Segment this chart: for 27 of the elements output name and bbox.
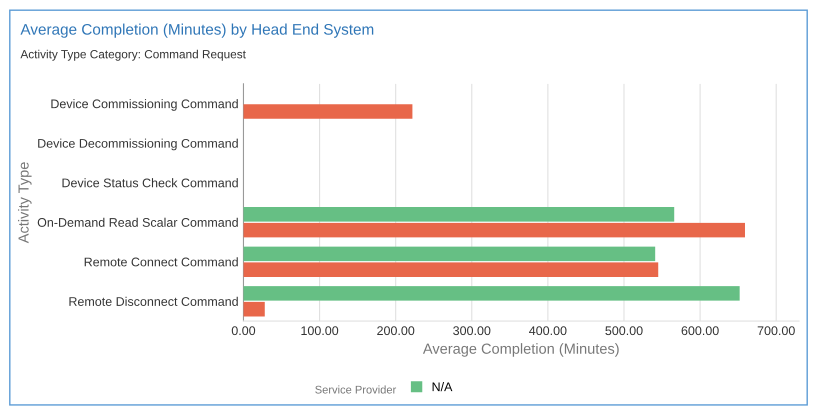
x-tick-label: 700.00 <box>758 326 795 336</box>
legend-label: N/A <box>432 382 452 392</box>
y-tick-label: Device Status Check Command <box>62 178 238 188</box>
bar <box>243 207 674 222</box>
chart-title: Average Completion (Minutes) by Head End System <box>20 24 374 38</box>
x-tick-label: 600.00 <box>682 326 719 336</box>
x-tick-label: 200.00 <box>377 326 414 336</box>
x-tick-label: 100.00 <box>301 326 338 336</box>
x-tick-label: 400.00 <box>529 326 567 336</box>
bar <box>243 104 412 119</box>
x-axis-title: Average Completion (Minutes) <box>422 343 619 357</box>
legend-title: Service Provider <box>315 385 396 394</box>
y-tick-label: Device Decommissioning Command <box>38 138 238 150</box>
y-tick-label: Remote Connect Command <box>84 257 238 266</box>
x-tick-label: 500.00 <box>605 326 643 336</box>
bar <box>243 246 656 262</box>
bar <box>243 302 265 316</box>
x-tick-label: 300.00 <box>453 326 490 336</box>
bar <box>243 286 740 301</box>
bar <box>243 262 658 277</box>
text: Activity Type Category: Command Request <box>20 50 246 61</box>
x-tick-label: 0.00 <box>232 326 256 336</box>
bar <box>243 222 745 238</box>
y-axis-title: Activity Type <box>18 162 32 244</box>
y-tick-label: On-Demand Read Scalar Command <box>38 218 238 227</box>
y-tick-label: Device Commissioning Command <box>51 99 238 111</box>
y-tick-label: Remote Disconnect Command <box>69 296 238 306</box>
